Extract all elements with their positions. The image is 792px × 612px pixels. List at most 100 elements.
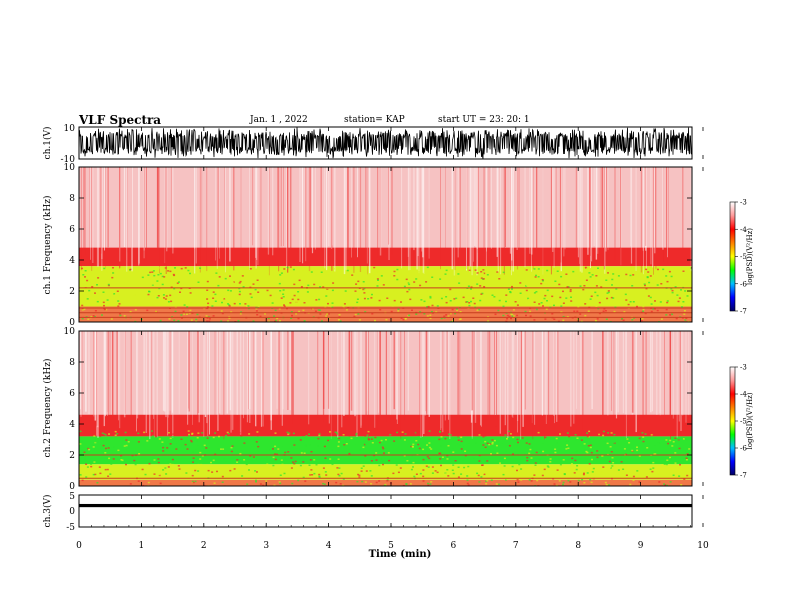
spectrogram-streak [167,331,169,436]
spectrogram-speckle [308,444,311,446]
spectrogram-speckle [669,314,672,316]
spectrogram-speckle [527,298,530,301]
spectrogram-speckle [478,308,480,311]
spectrogram-speckle [370,438,373,440]
spectrogram-speckle [226,431,229,434]
spectrogram-speckle [213,482,216,484]
spectrogram-speckle [438,452,441,455]
ch1-waveform-line [79,127,692,159]
spectrogram-speckle [296,447,299,450]
spectrogram-speckle [224,460,227,463]
spectrogram-streak [96,331,98,436]
spectrogram-streak [123,167,126,247]
spectrogram-speckle [441,456,444,458]
spectrogram-speckle [406,460,409,462]
spectrogram-speckle [194,480,197,483]
spectrogram-speckle [170,453,173,456]
spectrogram-speckle [196,290,199,292]
ch1-waveform-panel: 10 -10 ch.1(V) [42,124,693,165]
spectrogram-streak [217,167,219,260]
spectrogram-speckle [118,303,121,305]
spectrogram-streak [440,331,442,429]
spectrogram-streak [655,167,656,254]
spectrogram-speckle [87,278,90,280]
spectrogram-streak [497,167,499,273]
spectrogram-speckle [81,479,84,482]
spectrogram-speckle [445,269,448,272]
spectrogram-speckle [461,446,464,448]
spectrogram-speckle [661,464,664,466]
spectrogram-speckle [482,272,484,275]
spectrogram-speckle [566,432,569,434]
spectrogram-speckle [642,440,645,443]
spectrogram-speckle [291,298,294,301]
spectrogram-speckle [327,302,329,305]
spectrogram-speckle [617,469,620,471]
spectrogram-speckle [327,313,330,315]
spectrogram-speckle [291,482,294,485]
spectrogram-streak [97,167,99,267]
ch1-waveform-trace [79,127,692,159]
spectrogram-speckle [265,276,267,278]
spectrogram-speckle [337,278,340,281]
spectrogram-speckle [549,306,552,309]
spectrogram-streak [389,167,391,246]
spectrogram-speckle [360,467,363,469]
spectrogram-speckle [404,318,407,320]
spectrogram-streak [243,331,244,419]
spectrogram-speckle [468,304,471,307]
spectrogram-speckle [517,300,520,303]
spectrogram-speckle [233,302,236,305]
spectrogram-speckle [93,435,96,437]
spectrogram-speckle [537,276,540,278]
spectrogram-speckle [434,470,437,472]
spectrogram-streak [422,167,424,273]
spectrogram-speckle [121,459,124,462]
spectrogram-streak [96,331,98,426]
spectrogram-speckle [609,446,612,448]
spectrogram-streak [679,331,681,434]
spectrogram-streak [532,331,534,440]
spectrogram-speckle [683,478,686,480]
spectrogram-speckle [289,302,292,304]
spectrogram-speckle [427,482,429,485]
spectrogram-speckle [290,457,293,459]
spectrogram-speckle [109,279,112,281]
spectrogram-streak [516,167,518,250]
spectrogram-streak [280,167,282,247]
spectrogram-speckle [458,444,461,446]
spectrogram-speckle [302,309,305,312]
spectrogram-speckle [579,285,582,287]
spectrogram-streak [149,331,151,440]
ch1-waveform-ylabel: ch.1(V) [42,127,53,160]
spectrogram-speckle [127,441,130,443]
spectrogram-streak [216,167,218,269]
spectrogram-streak [635,167,637,271]
colorbar-gradient [729,366,736,476]
spectrogram-speckle [87,318,90,320]
spectrogram-streak [256,167,258,260]
spectrogram-streak [164,167,166,264]
spectrogram-speckle [403,454,406,457]
spectrogram-speckle [445,472,448,474]
ch1-spectrogram-frame [78,166,693,323]
spectrogram-streak [385,331,387,423]
spectrogram-speckle [686,453,689,455]
spectrogram-speckle [665,439,668,441]
spectrogram-speckle [440,448,443,451]
spectrogram-streak [611,331,612,411]
spectrogram-speckle [151,271,154,273]
spectrogram-speckle [482,278,485,280]
spectrogram-speckle [81,309,84,311]
spectrogram-speckle [427,484,430,486]
spectrogram-speckle [166,447,169,449]
spectrogram-speckle [293,462,296,465]
spectrogram-speckle [556,469,559,471]
spectrogram-speckle [576,465,579,467]
spectrogram-speckle [345,443,348,445]
spectrogram-speckle [324,457,327,459]
spectrogram-speckle [591,471,594,473]
spectrogram-streak [305,167,307,262]
spectrogram-speckle [354,443,357,446]
spectrogram-streak [224,167,225,258]
